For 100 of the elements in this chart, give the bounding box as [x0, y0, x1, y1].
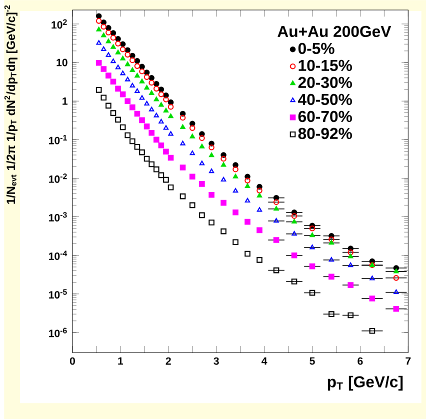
point [120, 91, 126, 98]
point [130, 82, 135, 88]
point [110, 34, 116, 41]
point [120, 70, 126, 76]
point [232, 239, 238, 246]
point [130, 57, 136, 64]
point [291, 213, 298, 219]
legend-label: 10-15% [298, 60, 352, 72]
point [106, 38, 112, 44]
point [348, 254, 354, 258]
point [139, 117, 145, 124]
point [144, 156, 150, 162]
point [199, 160, 205, 166]
point [106, 72, 112, 78]
point [244, 198, 250, 203]
point [139, 95, 145, 100]
point [369, 328, 376, 334]
point [256, 257, 262, 263]
point [96, 60, 102, 66]
point [168, 99, 174, 106]
point [180, 114, 186, 121]
point [220, 200, 226, 206]
point [168, 131, 174, 136]
text: 1/N$_{evt}$ 1/2π 1/p$_{T}$ dN$^{2}$/dp$_{T}$dη [GeV/c]$^{-2}$ [4, 5, 18, 204]
point [199, 212, 205, 218]
point [144, 84, 150, 90]
point [273, 237, 280, 243]
point [163, 96, 169, 102]
point [158, 102, 164, 107]
point [120, 56, 126, 60]
point [274, 206, 279, 211]
point [134, 110, 140, 117]
point [120, 41, 126, 48]
point [292, 230, 297, 236]
y-tick-label: 10$^{-2}$ [49, 174, 67, 183]
point [273, 267, 280, 274]
point [232, 166, 238, 172]
point [348, 312, 354, 318]
point [134, 88, 140, 93]
point [199, 135, 205, 141]
point [120, 46, 126, 52]
point [148, 80, 154, 86]
y-tick-label: 10$^{2}$ [52, 19, 67, 29]
point [328, 274, 334, 280]
point [153, 86, 160, 92]
point [168, 114, 174, 118]
point [208, 192, 214, 198]
x-tick-label: 4 [262, 357, 268, 365]
point [110, 78, 116, 85]
point [96, 13, 102, 19]
point [220, 228, 226, 234]
point [309, 263, 316, 270]
point [101, 46, 106, 52]
point [110, 110, 116, 116]
point [100, 24, 107, 30]
point [124, 98, 131, 104]
point [110, 44, 116, 49]
point [153, 136, 160, 143]
x-tick-label: 2 [166, 357, 171, 365]
point [208, 144, 214, 150]
x-tick-label: 6 [358, 357, 363, 365]
point [256, 207, 262, 212]
legend-label: 40-50% [298, 94, 352, 106]
point [96, 40, 102, 45]
y-tick-label: 10$^{-1}$ [49, 135, 67, 144]
point [96, 18, 102, 24]
point [106, 30, 112, 36]
point [130, 138, 136, 144]
legend-label: 80-92% [298, 128, 352, 140]
point [393, 275, 400, 281]
legend-label: 0-5% [298, 42, 334, 54]
point [309, 225, 316, 232]
x-tick-label: 5 [310, 357, 315, 365]
legend-title: Au+Au 200GeV [278, 26, 392, 38]
y-tick-label: 10$^{-6}$ [49, 328, 67, 338]
point [292, 218, 297, 224]
point [369, 296, 376, 302]
point [154, 96, 159, 102]
point [115, 50, 121, 54]
point [134, 58, 140, 64]
point [291, 252, 298, 258]
point [153, 80, 160, 87]
point [100, 66, 107, 72]
point [348, 262, 354, 268]
point [158, 142, 164, 148]
point [394, 289, 399, 294]
point [144, 100, 150, 106]
y-tick-label: 10$^{-3}$ [49, 212, 67, 222]
point [310, 244, 315, 250]
point [110, 58, 116, 64]
point [208, 220, 214, 226]
point [149, 90, 154, 95]
x-tick-label: 0 [70, 357, 75, 365]
point [115, 116, 121, 123]
point [244, 250, 250, 257]
point [101, 32, 106, 38]
point [163, 125, 169, 130]
point [115, 40, 121, 46]
point [120, 124, 126, 130]
point [220, 156, 226, 162]
